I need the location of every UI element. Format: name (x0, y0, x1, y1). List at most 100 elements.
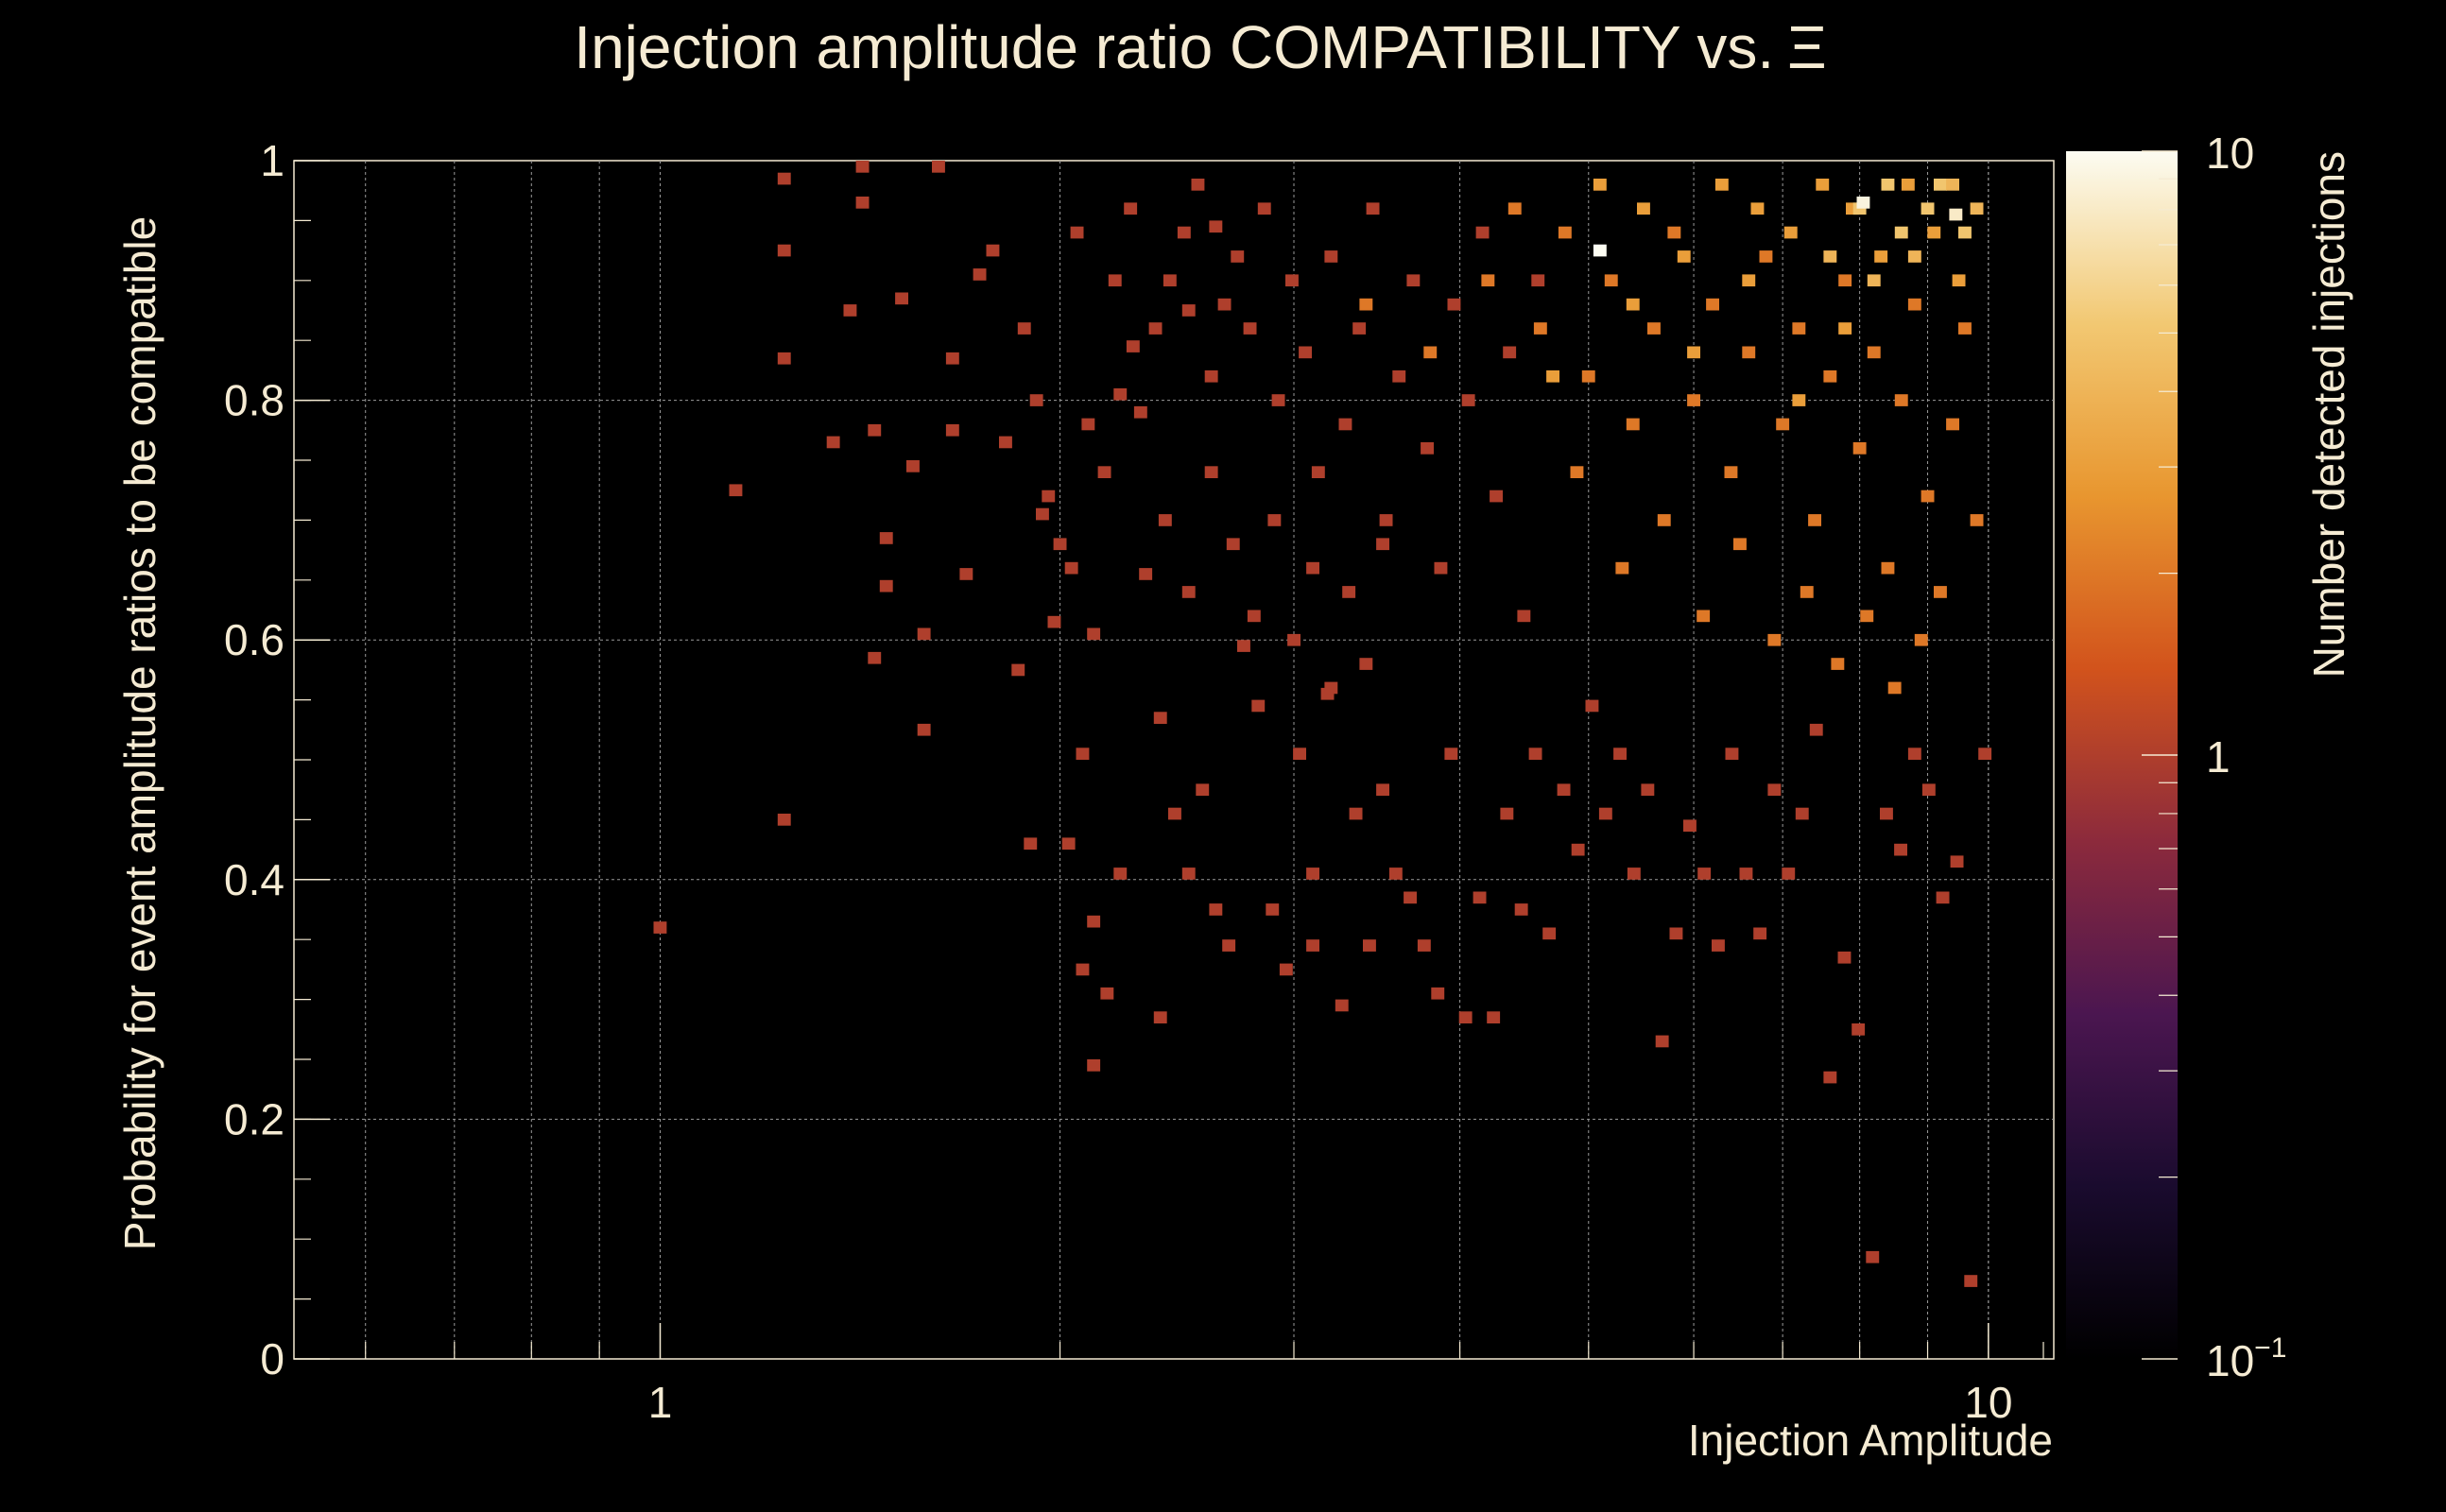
heatmap-cell (1667, 226, 1681, 239)
heatmap-cell (917, 627, 931, 641)
heatmap-cell (1070, 226, 1084, 239)
heatmap-cell (777, 814, 791, 826)
heatmap-cell (1759, 250, 1773, 263)
heatmap-cell (1100, 987, 1114, 1000)
y-tick-label: 0.4 (224, 855, 284, 904)
heatmap-cell (1964, 1275, 1978, 1287)
heatmap-cell (1359, 658, 1373, 670)
x-tick-label: 10 (1964, 1378, 2012, 1427)
heatmap-cell (1546, 369, 1559, 383)
heatmap-cell (1431, 987, 1445, 1000)
heatmap-cell (1792, 394, 1806, 406)
heatmap-cell (1064, 561, 1078, 575)
heatmap-cell (1946, 418, 1959, 431)
heatmap-cell (1921, 783, 1936, 797)
heatmap-cell (1742, 274, 1756, 287)
heatmap-cell (1542, 927, 1557, 940)
heatmap-cell (1837, 951, 1852, 964)
heatmap-cell (1293, 747, 1306, 760)
heatmap-cell (868, 423, 882, 437)
heatmap-cell (1076, 963, 1090, 976)
heatmap-cell (1739, 868, 1753, 880)
heatmap-cell (1934, 586, 1947, 598)
heatmap-cell (1517, 610, 1531, 623)
heatmap-cell (1324, 681, 1338, 695)
heatmap-cell (1570, 466, 1584, 478)
heatmap-cell (1767, 783, 1782, 797)
heatmap-cell (1767, 633, 1782, 646)
heatmap-cell (1887, 681, 1902, 695)
y-tick-label: 0.6 (224, 615, 284, 664)
heatmap-cell (1514, 903, 1528, 916)
heatmap-cell (1528, 747, 1542, 760)
heatmap-cell (1388, 868, 1403, 880)
heatmap-cell (1126, 340, 1140, 352)
heatmap-cell (1823, 369, 1837, 383)
heatmap-cell (1907, 250, 1921, 263)
heatmap-cell (1880, 807, 1893, 820)
heatmap-cell (1598, 807, 1612, 820)
heatmap-cell (1867, 346, 1881, 359)
heatmap-cell (1181, 304, 1196, 317)
heatmap-cell (729, 484, 743, 497)
heatmap-cell (1852, 1023, 1866, 1036)
heatmap-cell (1406, 274, 1421, 287)
heatmap-cell (1507, 202, 1522, 215)
heatmap-cell (1352, 322, 1367, 335)
heatmap-cell (1191, 179, 1205, 191)
heatmap-cell (1604, 274, 1618, 287)
heatmap-cell (1139, 568, 1153, 580)
heatmap-cell (1978, 747, 1992, 760)
heatmap-cell (1087, 915, 1101, 928)
heatmap-cell (1392, 369, 1406, 383)
heatmap-cell (1823, 1071, 1837, 1084)
heatmap-cell (1226, 538, 1240, 551)
heatmap-cell (1946, 179, 1959, 191)
heatmap-cell (1647, 322, 1661, 335)
heatmap-cell (855, 197, 870, 209)
heatmap-cell (1349, 807, 1363, 820)
heatmap-cell (1712, 939, 1725, 952)
heatmap-cell (1500, 807, 1514, 820)
heatmap-cell (777, 172, 791, 185)
heatmap-cell (1677, 250, 1691, 263)
heatmap-cell (1266, 903, 1280, 916)
heatmap-cell (906, 460, 920, 472)
x-axis-label: Injection Amplitude (1688, 1416, 2053, 1465)
heatmap-cell (895, 292, 908, 305)
heatmap-cell (1533, 322, 1547, 335)
heatmap-cell (1311, 466, 1325, 478)
heatmap-cell (1458, 1011, 1473, 1023)
heatmap-cell (1363, 939, 1376, 952)
heatmap-cell (1087, 627, 1101, 641)
heatmap-cell (1783, 226, 1798, 239)
heatmap-cell (826, 436, 840, 449)
heatmap-cell (1927, 226, 1941, 239)
heatmap-cell (1881, 561, 1895, 575)
heatmap-cell (1047, 615, 1061, 628)
heatmap-cell (1306, 868, 1319, 880)
heatmap-cell (1934, 179, 1947, 191)
heatmap-cell (999, 436, 1012, 449)
heatmap-cell (1181, 868, 1196, 880)
heatmap-cell (1809, 723, 1823, 736)
heatmap-cell (1475, 226, 1490, 239)
heatmap-cell (945, 423, 959, 437)
heatmap-cell (1742, 346, 1756, 359)
heatmap-cell (879, 532, 893, 544)
heatmap-cell (1029, 394, 1043, 406)
heatmap-cell (932, 161, 945, 173)
heatmap-cell (1866, 1250, 1880, 1263)
heatmap-cell (1894, 843, 1907, 856)
y-tick-label: 1 (260, 136, 284, 185)
y-tick-label: 0.2 (224, 1094, 284, 1143)
heatmap-cell (1627, 868, 1641, 880)
heatmap-cell (1404, 891, 1417, 904)
heatmap-cell (1490, 490, 1503, 503)
heatmap-cell (1626, 298, 1640, 311)
grid-layer (294, 161, 2054, 1359)
heatmap-cell (1306, 939, 1319, 952)
heatmap-cell (777, 352, 791, 365)
heatmap-cell (1271, 394, 1285, 406)
heatmap-cell (1204, 466, 1218, 478)
